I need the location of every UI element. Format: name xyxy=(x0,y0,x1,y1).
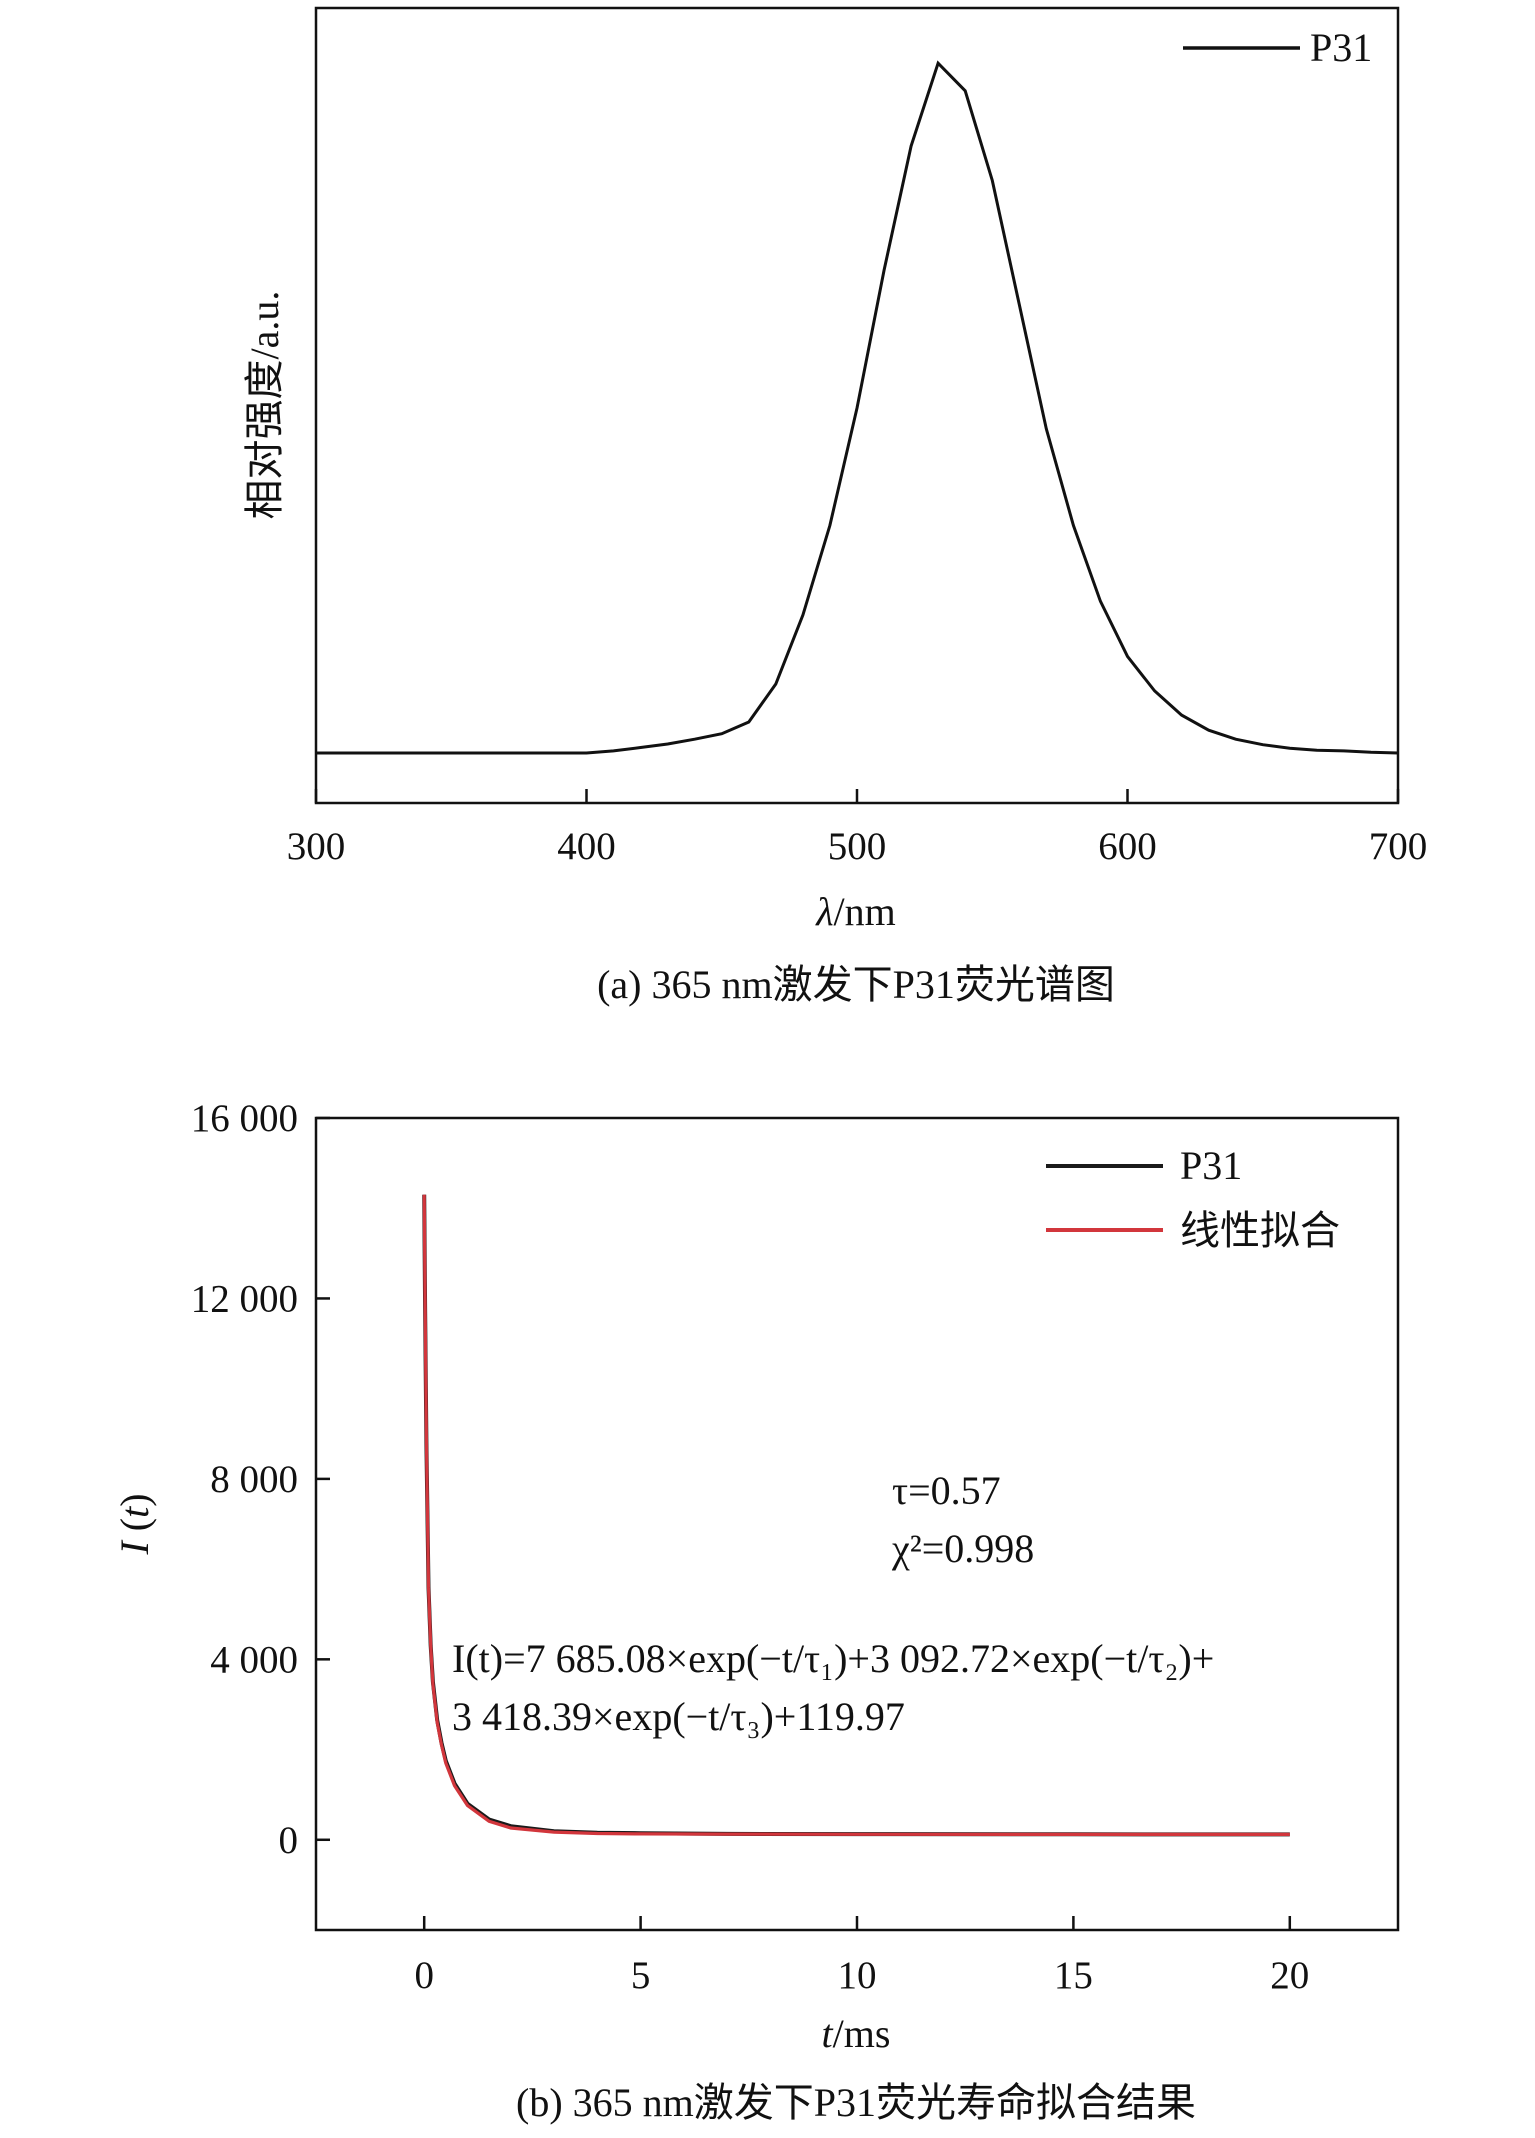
caption-b: (b) 365 nm激发下P31荧光寿命拟合结果 xyxy=(516,2080,1196,2125)
legend-label-p31-a: P31 xyxy=(1310,25,1372,70)
x-tick-label-a-300: 300 xyxy=(287,825,346,868)
x-axis-symbol-b: t xyxy=(822,2011,834,2056)
axis-ticks-b: 0 5 10 15 20 0 4 000 8 000 12 000 16 000 xyxy=(191,1097,1310,1997)
x-axis-symbol-a: λ xyxy=(815,889,833,934)
y-tick-label-b-4000: 4 000 xyxy=(210,1638,298,1681)
legend-label-fit-b: 线性拟合 xyxy=(1180,1208,1340,1253)
annotation-chi-squared: χ²=0.998 xyxy=(891,1526,1034,1571)
y-axis-symbol-b: I xyxy=(112,1540,157,1556)
annotation-equation-line2: 3 418.39×exp(−t/τ₃)+119.97 xyxy=(452,1694,905,1739)
x-axis-unit-b: /ms xyxy=(833,2011,891,2056)
y-axis-open-paren-b: ( xyxy=(112,1518,157,1541)
y-tick-label-b-12000: 12 000 xyxy=(191,1277,298,1320)
panel-a-spectrum: 300 400 500 600 700 P31 相对强度/a.u. λ/nm (a) 3… xyxy=(242,6,1428,1007)
x-axis-label-a: λ/nm xyxy=(815,889,896,934)
x-axis-label-b: t/ms xyxy=(822,2011,891,2056)
y-tick-label-b-8000: 8 000 xyxy=(210,1458,298,1501)
y-axis-arg-b: t xyxy=(112,1506,157,1518)
x-tick-label-a-600: 600 xyxy=(1098,825,1157,868)
series-line-fit-decay xyxy=(422,1194,1290,1836)
x-tick-label-b-15: 15 xyxy=(1054,1954,1093,1997)
x-tick-label-b-5: 5 xyxy=(631,1954,651,1997)
x-axis-unit-a: /nm xyxy=(834,889,896,934)
x-tick-label-b-0: 0 xyxy=(414,1954,434,1997)
x-tick-label-a-400: 400 xyxy=(557,825,616,868)
caption-a: (a) 365 nm激发下P31荧光谱图 xyxy=(597,962,1115,1007)
annotation-equation-line1: I(t)=7 685.08×exp(−t/τ₁)+3 092.72×exp(−t… xyxy=(452,1636,1214,1681)
series-line-p31-spectrum xyxy=(316,60,1399,755)
panel-b-lifetime: 0 5 10 15 20 0 4 000 8 000 12 000 16 000 P31 线性拟合… xyxy=(112,1097,1400,2125)
legend-label-p31-b: P31 xyxy=(1180,1143,1242,1188)
y-tick-label-b-16000: 16 000 xyxy=(191,1097,298,1140)
y-axis-label-b: I (t) xyxy=(112,1493,157,1555)
annotation-tau: τ=0.57 xyxy=(892,1468,1001,1513)
x-tick-label-a-700: 700 xyxy=(1369,825,1428,868)
y-axis-close-paren-b: ) xyxy=(112,1493,157,1506)
x-axis-ticks-a: 300 400 500 600 700 xyxy=(287,789,1428,868)
x-tick-label-a-500: 500 xyxy=(828,825,887,868)
y-tick-label-b-0: 0 xyxy=(279,1819,299,1862)
x-tick-label-b-10: 10 xyxy=(838,1954,877,1997)
y-axis-label-a: 相对强度/a.u. xyxy=(242,291,287,520)
x-tick-label-b-20: 20 xyxy=(1270,1954,1309,1997)
